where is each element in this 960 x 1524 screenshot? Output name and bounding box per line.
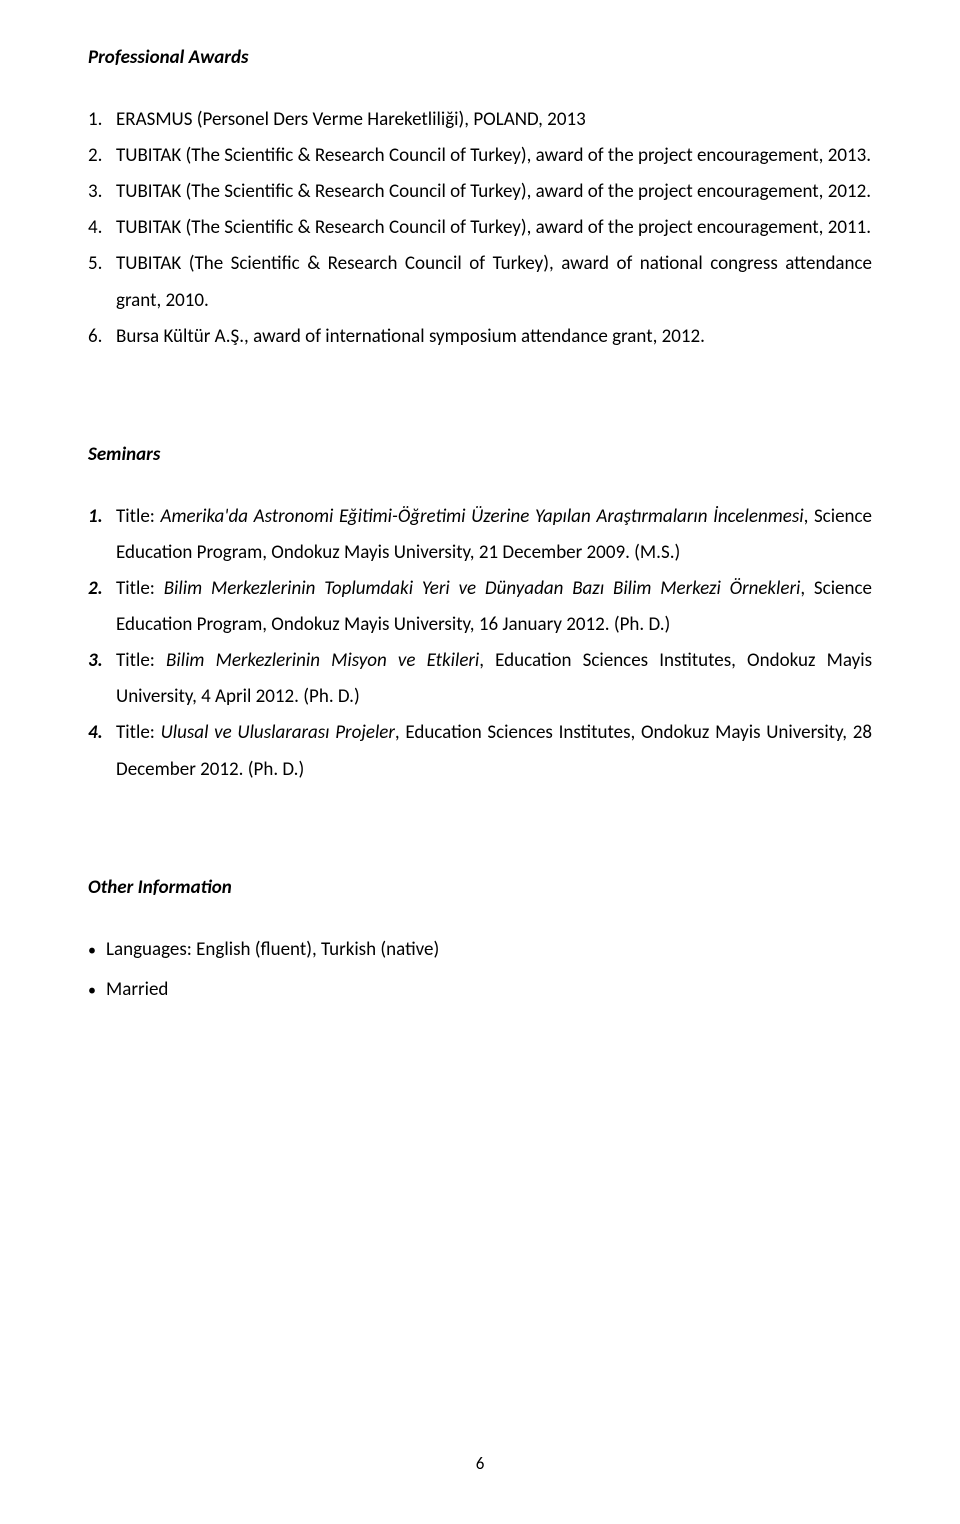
list-item: 5. TUBITAK (The Scientific & Research Co… xyxy=(88,246,872,318)
item-text: Title: Amerika'da Astronomi Eğitimi-Öğre… xyxy=(116,499,872,571)
item-number: 1. xyxy=(88,499,116,571)
item-text: TUBITAK (The Scientific & Research Counc… xyxy=(116,174,872,210)
item-text: Title: Bilim Merkezlerinin Toplumdaki Ye… xyxy=(116,571,872,643)
seminar-title: Ulusal ve Uluslararası Projeler xyxy=(161,721,395,744)
item-text: Title: Ulusal ve Uluslararası Projeler, … xyxy=(116,715,872,787)
list-item: 6. Bursa Kültür A.Ş., award of internati… xyxy=(88,319,872,355)
item-text: Bursa Kültür A.Ş., award of internationa… xyxy=(116,319,872,355)
list-item: 1. ERASMUS (Personel Ders Verme Hareketl… xyxy=(88,102,872,138)
bullet-icon: • xyxy=(88,936,106,966)
other-text: Married xyxy=(106,972,168,1008)
item-number: 1. xyxy=(88,102,116,138)
list-item: 2. TUBITAK (The Scientific & Research Co… xyxy=(88,138,872,174)
item-number: 3. xyxy=(88,643,116,715)
label-prefix: Title: xyxy=(116,577,164,600)
item-number: 6. xyxy=(88,319,116,355)
other-text: Languages: English (fluent), Turkish (na… xyxy=(106,932,439,968)
awards-heading: Professional Awards xyxy=(88,40,872,76)
label-prefix: Title: xyxy=(116,721,161,744)
label-prefix: Title: xyxy=(116,505,161,528)
other-info-list: • Languages: English (fluent), Turkish (… xyxy=(88,932,872,1008)
item-text: Title: Bilim Merkezlerinin Misyon ve Etk… xyxy=(116,643,872,715)
item-text: ERASMUS (Personel Ders Verme Hareketlili… xyxy=(116,102,872,138)
seminars-list: 1. Title: Amerika'da Astronomi Eğitimi-Ö… xyxy=(88,499,872,788)
item-text: TUBITAK (The Scientific & Research Counc… xyxy=(116,210,872,246)
list-item: 1. Title: Amerika'da Astronomi Eğitimi-Ö… xyxy=(88,499,872,571)
page-number: 6 xyxy=(0,1448,960,1480)
list-item: 3. TUBITAK (The Scientific & Research Co… xyxy=(88,174,872,210)
list-item: • Married xyxy=(88,972,872,1008)
item-number: 2. xyxy=(88,138,116,174)
item-number: 2. xyxy=(88,571,116,643)
list-item: 2. Title: Bilim Merkezlerinin Toplumdaki… xyxy=(88,571,872,643)
awards-list: 1. ERASMUS (Personel Ders Verme Hareketl… xyxy=(88,102,872,355)
item-number: 4. xyxy=(88,715,116,787)
seminar-title: Bilim Merkezlerinin Misyon ve Etkileri xyxy=(166,649,479,672)
other-info-heading: Other Information xyxy=(88,870,872,906)
item-number: 5. xyxy=(88,246,116,318)
seminar-title: Amerika'da Astronomi Eğitimi-Öğretimi Üz… xyxy=(161,505,804,528)
list-item: 3. Title: Bilim Merkezlerinin Misyon ve … xyxy=(88,643,872,715)
item-text: TUBITAK (The Scientific & Research Counc… xyxy=(116,138,872,174)
item-number: 3. xyxy=(88,174,116,210)
item-text: TUBITAK (The Scientific & Research Counc… xyxy=(116,246,872,318)
bullet-icon: • xyxy=(88,976,106,1006)
item-number: 4. xyxy=(88,210,116,246)
seminar-title: Bilim Merkezlerinin Toplumdaki Yeri ve D… xyxy=(164,577,801,600)
list-item: • Languages: English (fluent), Turkish (… xyxy=(88,932,872,968)
label-prefix: Title: xyxy=(116,649,166,672)
list-item: 4. TUBITAK (The Scientific & Research Co… xyxy=(88,210,872,246)
list-item: 4. Title: Ulusal ve Uluslararası Projele… xyxy=(88,715,872,787)
seminars-heading: Seminars xyxy=(88,437,872,473)
